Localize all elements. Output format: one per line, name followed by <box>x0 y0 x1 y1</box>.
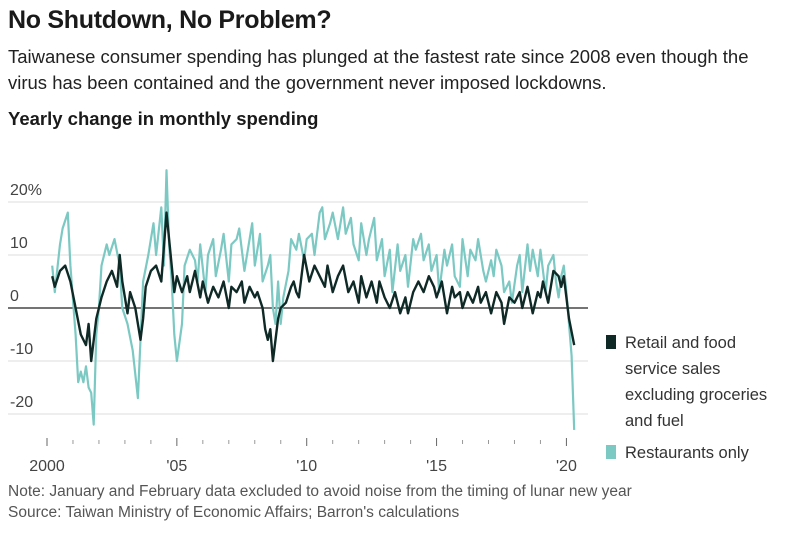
gridlines <box>8 201 588 415</box>
legend-swatch-retail <box>606 335 616 349</box>
y-tick-label: 20% <box>10 182 42 199</box>
chart-title-main: No Shutdown, No Problem? <box>8 6 332 34</box>
x-tick-label: '05 <box>166 458 187 475</box>
y-tick-label: 0 <box>10 288 19 305</box>
chart-subtitle: Taiwanese consumer spending has plunged … <box>8 46 749 93</box>
y-tick-label: -10 <box>10 341 33 358</box>
series-line-restaurants <box>51 169 576 430</box>
chart-section-title: Yearly change in monthly spending <box>8 108 319 129</box>
x-tick-label: '10 <box>296 458 317 475</box>
legend-label-retail: Retail and food service sales excluding … <box>625 334 768 430</box>
x-tick-label: '20 <box>556 458 577 475</box>
series-line-retail <box>51 211 576 363</box>
footnote: Note: January and February data excluded… <box>8 481 632 523</box>
note-text: Note: January and February data excluded… <box>8 483 632 500</box>
x-tick-label: '15 <box>426 458 447 475</box>
y-tick-label: -20 <box>10 394 33 411</box>
y-axis-ticks: 20% 10 0 -10 -20 <box>10 182 42 411</box>
legend-item-restaurants: Restaurants only <box>606 440 785 466</box>
series-lines <box>51 169 576 430</box>
x-axis-ticks: 2000 '05 '10 '15 '20 <box>29 438 577 475</box>
y-tick-label: 10 <box>10 235 28 252</box>
source-text: Source: Taiwan Ministry of Economic Affa… <box>8 504 460 521</box>
legend-label-restaurants: Restaurants only <box>625 444 749 462</box>
legend: Retail and food service sales excluding … <box>606 330 785 472</box>
legend-item-retail: Retail and food service sales excluding … <box>606 330 785 434</box>
legend-swatch-restaurants <box>606 445 616 459</box>
x-tick-label: 2000 <box>29 458 65 475</box>
